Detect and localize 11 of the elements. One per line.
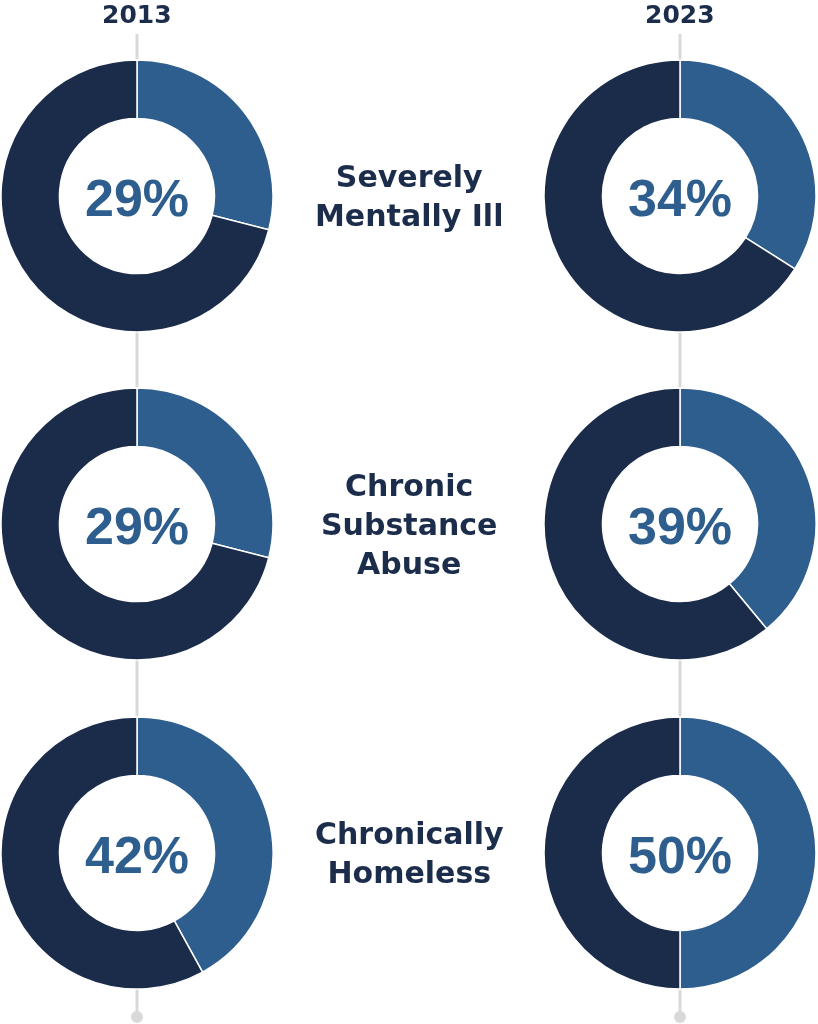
- text: Severely Mentally Ill: [315, 159, 504, 233]
- text: 50%: [628, 826, 733, 884]
- text: Chronic Substance Abuse: [321, 468, 498, 581]
- text: Chronically Homeless: [315, 816, 505, 890]
- text: 34%: [628, 169, 733, 227]
- chart-title: 2013: [102, 0, 172, 29]
- text: 39%: [628, 497, 733, 555]
- text: 29%: [85, 169, 190, 227]
- chart-title: 2023: [645, 0, 715, 29]
- text: 29%: [85, 497, 190, 555]
- text: 42%: [85, 826, 190, 884]
